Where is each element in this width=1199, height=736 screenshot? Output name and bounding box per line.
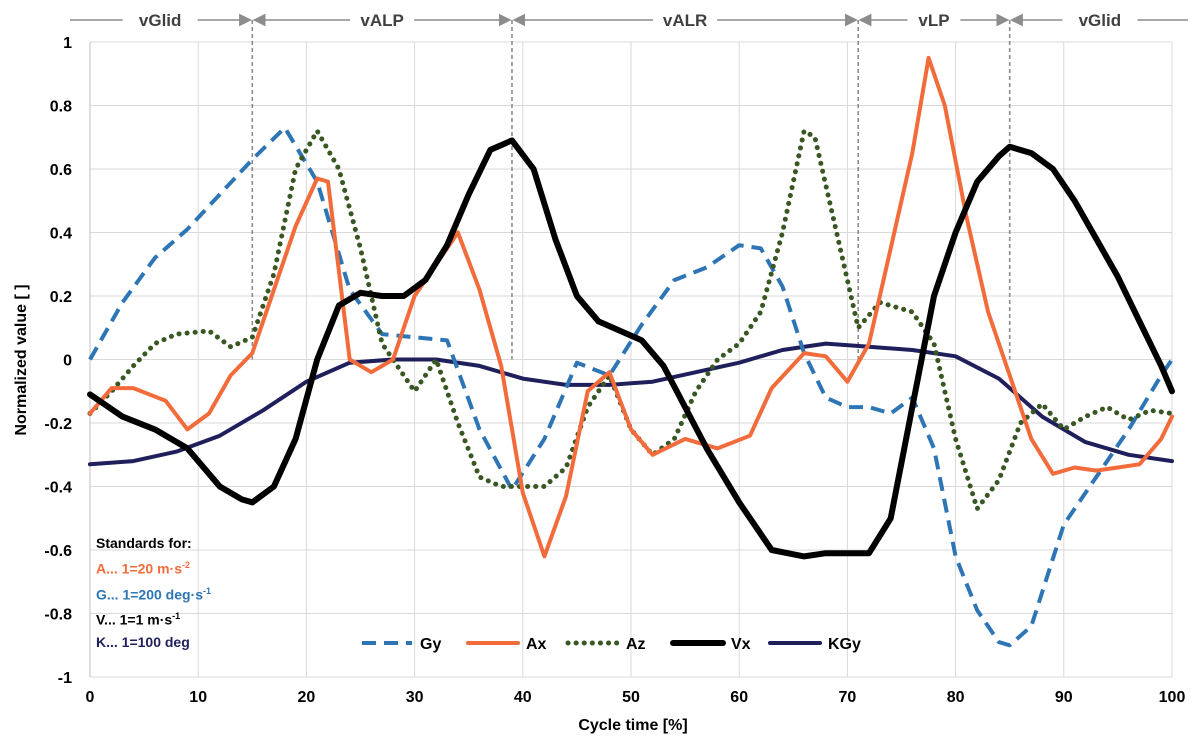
x-tick-labels: 0 10 20 30 40 50 60 70 80 90 100 xyxy=(86,689,1186,706)
legend-label: KGy xyxy=(828,636,861,653)
phase-label: vALP xyxy=(360,11,403,30)
y-tick-label: 0.6 xyxy=(50,162,72,179)
y-tick-label: 0.2 xyxy=(50,289,72,306)
x-tick-label: 10 xyxy=(189,689,207,706)
x-tick-label: 100 xyxy=(1159,689,1186,706)
legend-label: Ax xyxy=(526,636,547,653)
legend-label: Az xyxy=(626,636,646,653)
standards-box: Standards for: A... 1=20 m·s-2 G... 1=200… xyxy=(96,532,211,653)
y-tick-label: -1 xyxy=(58,670,72,687)
standards-lines: A... 1=20 m·s-2 G... 1=200 deg·s-1 V... 1=… xyxy=(96,554,211,653)
series-lines xyxy=(87,55,1175,648)
series-line-kgy xyxy=(88,341,1174,467)
x-tick-label: 70 xyxy=(839,689,857,706)
x-tick-label: 30 xyxy=(406,689,424,706)
standards-line: A... 1=20 m·s-2 xyxy=(96,560,191,577)
series-line-ax xyxy=(88,55,1174,559)
y-tick-label: 0.8 xyxy=(50,99,72,116)
x-tick-label: 80 xyxy=(947,689,965,706)
phase-boundary-lines xyxy=(251,20,1011,360)
x-tick-label: 50 xyxy=(622,689,640,706)
y-tick-label: -0.8 xyxy=(44,607,72,624)
standards-line: G... 1=200 deg·s-1 xyxy=(96,585,212,603)
x-tick-label: 60 xyxy=(730,689,748,706)
legend-label: Vx xyxy=(731,636,751,653)
y-tick-label: 1 xyxy=(63,35,72,52)
y-tick-label: -0.2 xyxy=(44,416,72,433)
legend-label: Gy xyxy=(420,636,441,653)
x-tick-label: 20 xyxy=(298,689,316,706)
phase-label: vGlid xyxy=(1079,11,1122,30)
y-axis-title: Normalized value [ ] xyxy=(13,284,30,435)
grid-lines xyxy=(89,41,1173,678)
y-tick-label: 0.4 xyxy=(50,226,72,243)
phase-label: vALR xyxy=(663,11,707,30)
y-tick-label: -0.4 xyxy=(44,480,72,497)
phase-label: vGlid xyxy=(139,11,182,30)
series-line-gy xyxy=(88,125,1174,648)
phase-labels: vGlid vALP vALR vLP vGlid xyxy=(70,11,1188,30)
x-tick-label: 0 xyxy=(86,689,95,706)
y-tick-label: -0.6 xyxy=(44,543,72,560)
standards-line: V... 1=1 m·s-1 xyxy=(96,611,181,628)
x-tick-label: 90 xyxy=(1055,689,1073,706)
series-line-vx xyxy=(87,137,1175,560)
phase-label: vLP xyxy=(918,11,949,30)
standards-line: K... 1=100 deg xyxy=(96,633,190,650)
legend: Gy Ax Az Vx KGy xyxy=(362,636,861,653)
y-tick-labels: 1 0.8 0.6 0.4 0.2 0 -0.2 -0.4 -0.6 -0.8 -1 xyxy=(44,35,72,687)
x-axis-title: Cycle time [%] xyxy=(578,717,687,734)
x-tick-label: 40 xyxy=(514,689,532,706)
standards-title: Standards for: xyxy=(96,535,192,551)
y-tick-label: 0 xyxy=(63,353,72,370)
